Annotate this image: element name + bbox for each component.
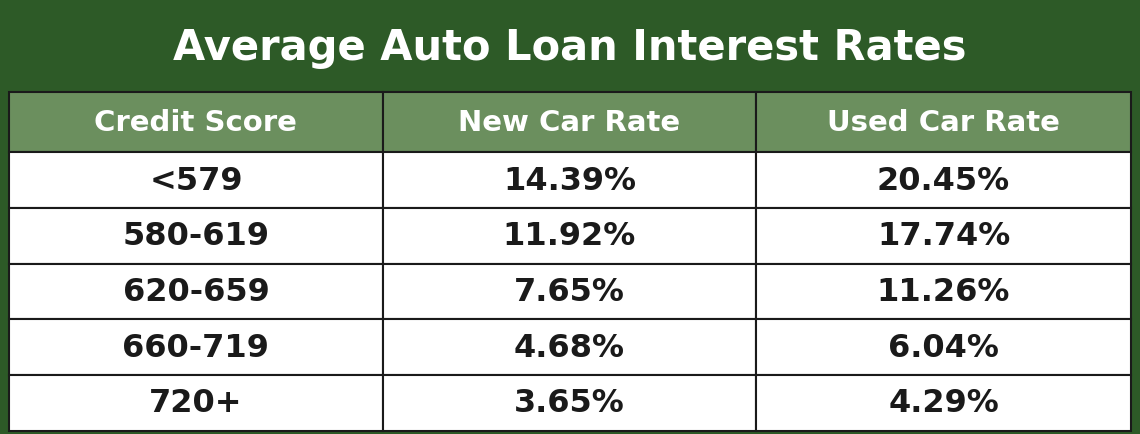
Text: 3.65%: 3.65%	[514, 387, 625, 418]
Bar	[9, 319, 383, 375]
Bar	[9, 92, 383, 153]
Bar	[756, 208, 1131, 264]
Text: 7.65%: 7.65%	[514, 276, 625, 307]
Text: 4.29%: 4.29%	[888, 387, 999, 418]
Bar	[383, 92, 756, 153]
Bar	[9, 153, 383, 208]
Text: Average Auto Loan Interest Rates: Average Auto Loan Interest Rates	[173, 27, 967, 69]
Bar	[756, 92, 1131, 153]
Text: 660-719: 660-719	[122, 332, 269, 363]
Text: 720+: 720+	[149, 387, 243, 418]
Text: 11.92%: 11.92%	[503, 221, 636, 252]
Bar	[383, 153, 756, 208]
Bar	[9, 375, 383, 431]
Text: Credit Score: Credit Score	[95, 108, 298, 137]
Text: 4.68%: 4.68%	[514, 332, 625, 363]
Bar	[383, 208, 756, 264]
Bar	[383, 375, 756, 431]
Text: 17.74%: 17.74%	[877, 221, 1010, 252]
Text: 11.26%: 11.26%	[877, 276, 1010, 307]
Bar	[756, 375, 1131, 431]
Bar	[383, 264, 756, 319]
Text: 6.04%: 6.04%	[888, 332, 999, 363]
Bar	[9, 264, 383, 319]
Text: 580-619: 580-619	[122, 221, 269, 252]
Text: Used Car Rate: Used Car Rate	[828, 108, 1060, 137]
Bar	[756, 153, 1131, 208]
Text: 620-659: 620-659	[122, 276, 269, 307]
Bar	[9, 208, 383, 264]
Bar	[756, 264, 1131, 319]
Text: New Car Rate: New Car Rate	[458, 108, 681, 137]
Bar	[756, 319, 1131, 375]
Bar	[9, 3, 1131, 92]
Text: 14.39%: 14.39%	[503, 165, 636, 196]
Text: <579: <579	[149, 165, 243, 196]
Bar	[383, 319, 756, 375]
Text: 20.45%: 20.45%	[877, 165, 1010, 196]
